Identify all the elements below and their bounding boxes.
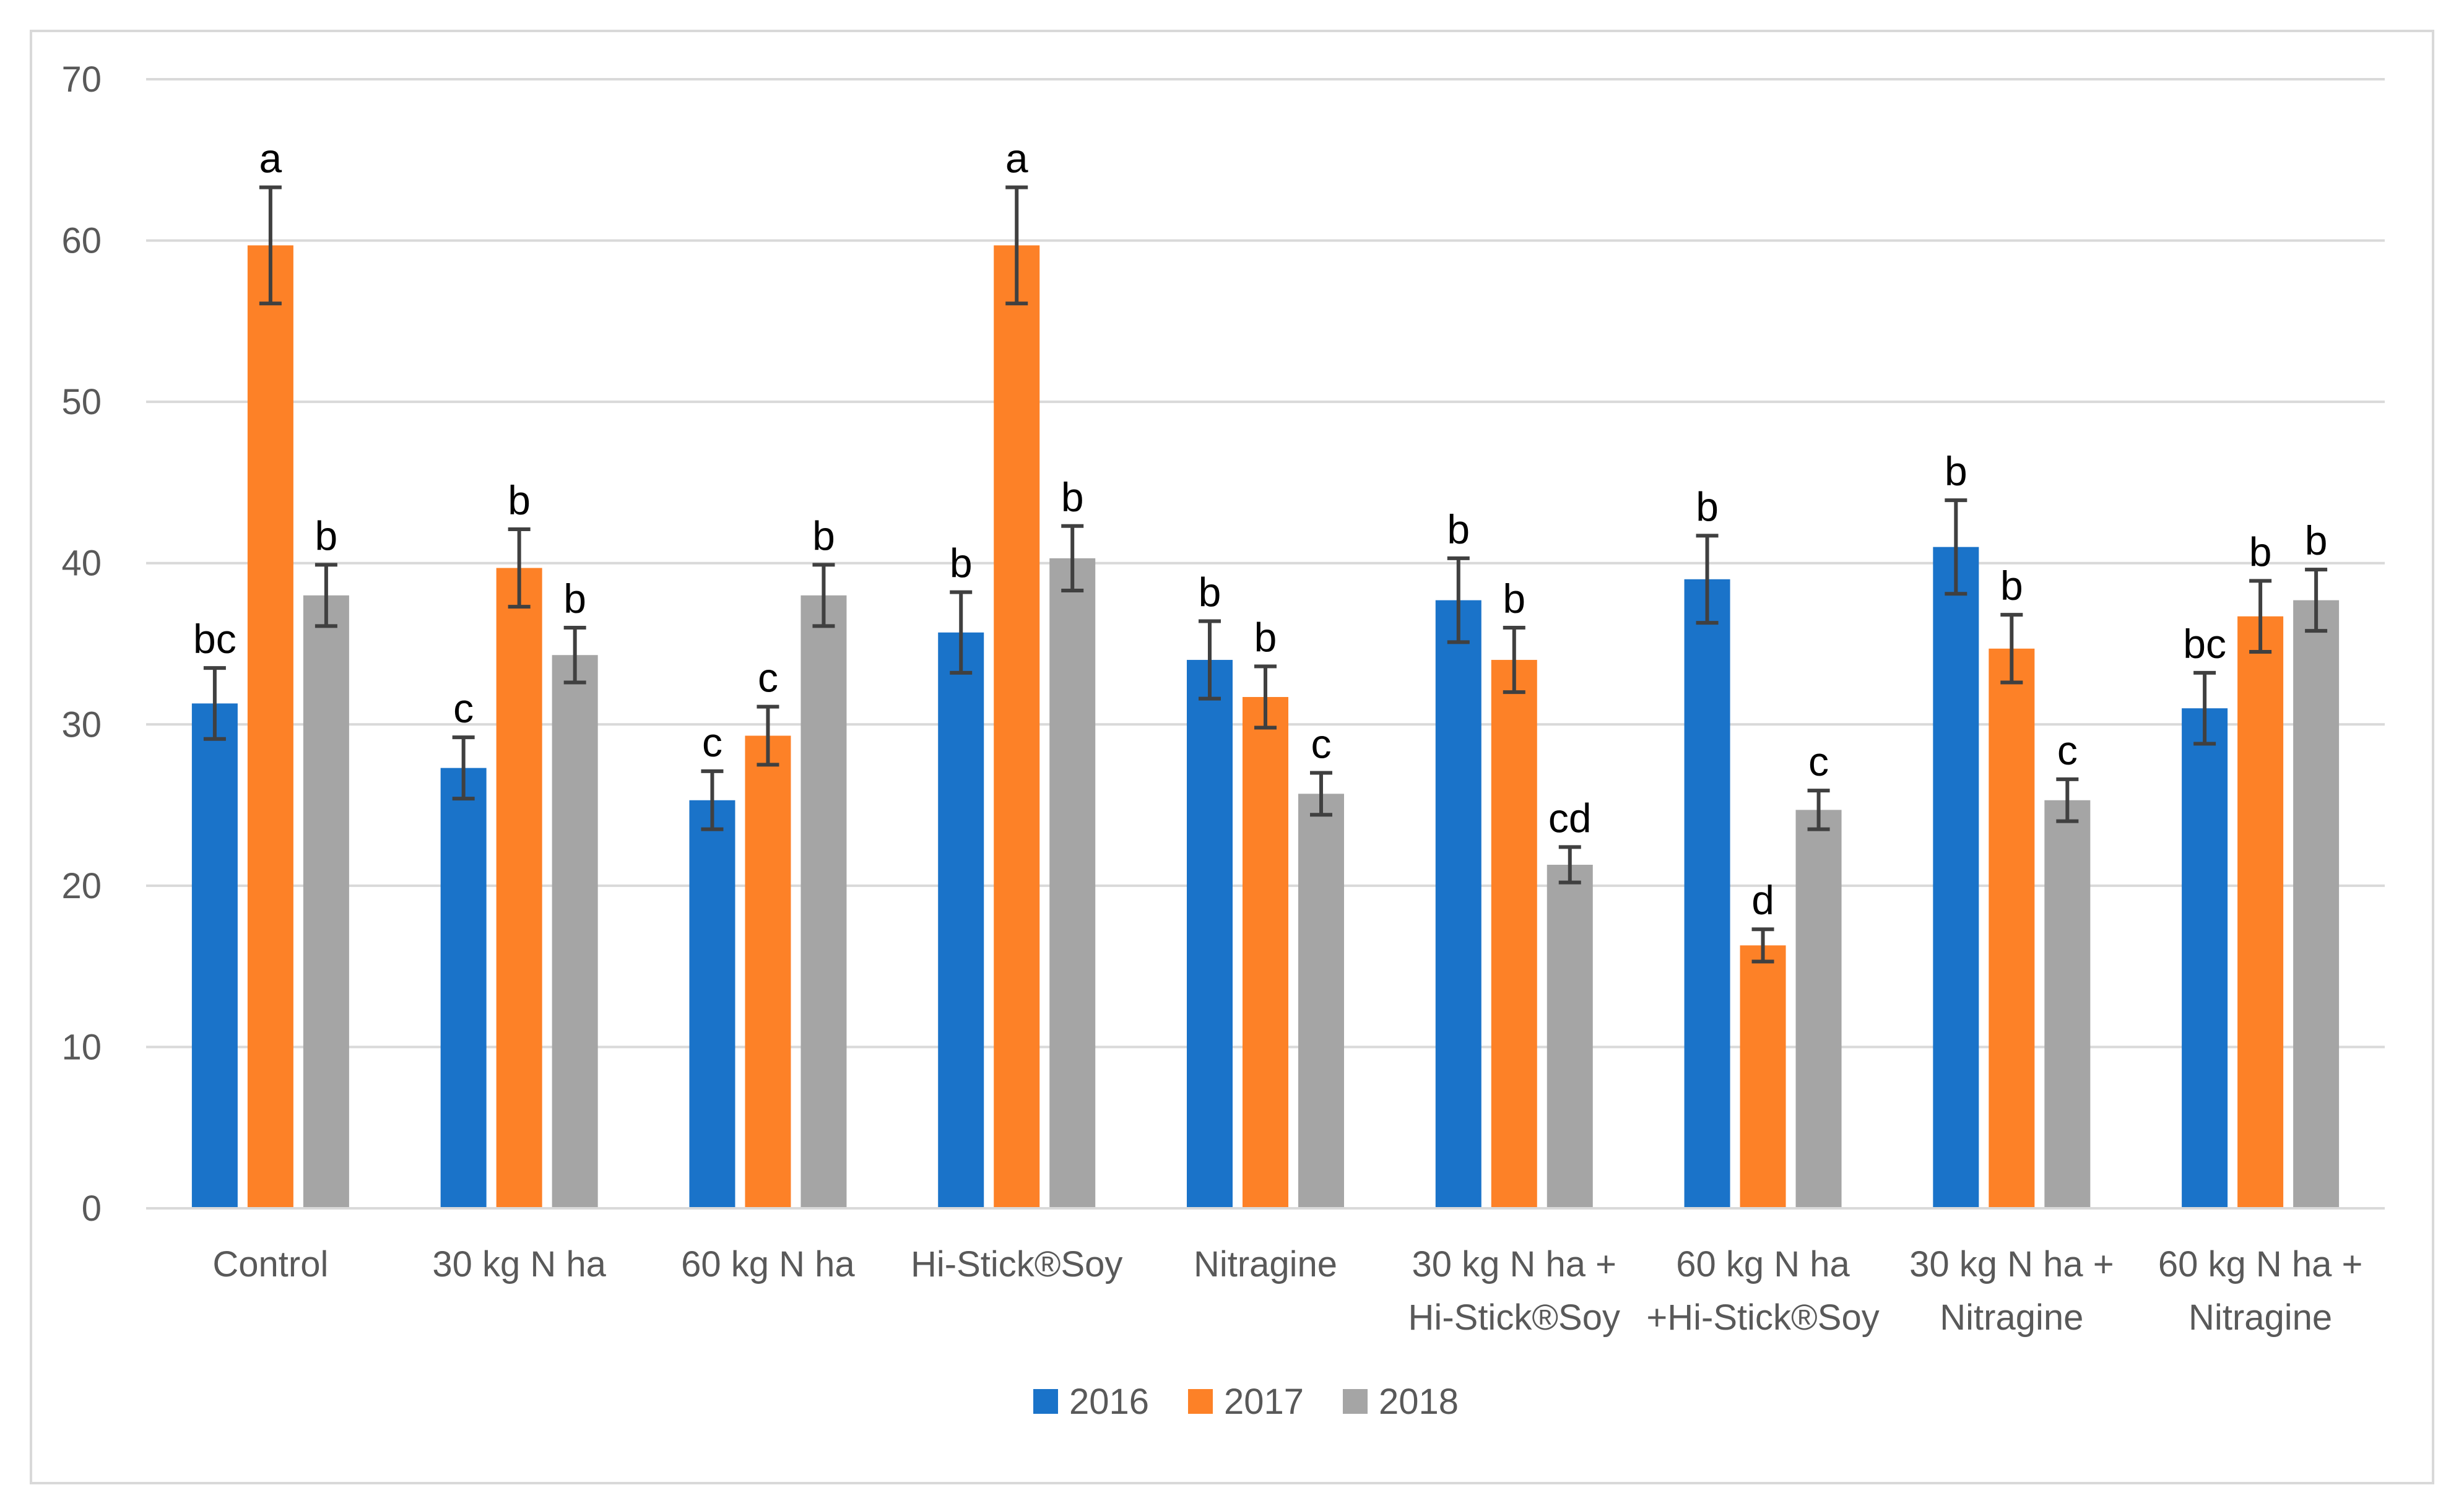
- significance-letter: bc: [2183, 621, 2226, 667]
- bar-2016-2: [440, 768, 487, 1208]
- y-tick-label: 0: [82, 1188, 102, 1229]
- significance-letter: b: [315, 513, 338, 558]
- significance-letter: b: [950, 540, 973, 586]
- x-category-label: Hi-Stick®Soy: [911, 1244, 1122, 1284]
- bar-2018-5: [1298, 794, 1344, 1208]
- legend: 2016 2017 2018: [1033, 1382, 1459, 1422]
- y-tick-label: 20: [61, 866, 102, 906]
- x-category-label: Nitragine: [1194, 1244, 1337, 1284]
- x-category-label: 60 kg N ha: [1676, 1244, 1850, 1284]
- x-axis: Control 30 kg N ha 60 kg N ha Hi-Stick®Soy N…: [146, 1207, 2385, 1338]
- legend-label-2016: 2016: [1069, 1382, 1149, 1422]
- significance-letter: c: [702, 719, 722, 765]
- significance-letter: bc: [193, 616, 236, 662]
- significance-letter: b: [2000, 563, 2023, 608]
- significance-letter: c: [2057, 727, 2078, 773]
- bar-2017-7: [1740, 945, 1786, 1208]
- y-tick-label: 60: [61, 221, 102, 261]
- x-category-label: 30 kg N ha +: [1909, 1244, 2114, 1284]
- significance-letter: cd: [1548, 795, 1592, 841]
- significance-letter: b: [1945, 448, 1967, 494]
- bar-2018-4: [1049, 558, 1096, 1208]
- significance-letter: c: [453, 685, 474, 731]
- x-category-label: Nitragine: [2189, 1297, 2332, 1338]
- y-tick-label: 30: [61, 704, 102, 745]
- significance-letter: c: [758, 655, 778, 701]
- significance-letter: b: [2305, 517, 2328, 563]
- bar-2016-4: [938, 632, 984, 1208]
- bar-2016-5: [1187, 660, 1233, 1208]
- bar-2016-8: [1933, 547, 1979, 1208]
- bar-2017-6: [1491, 660, 1537, 1208]
- significance-letter: b: [1061, 474, 1084, 520]
- x-category-label: Control: [212, 1244, 328, 1284]
- bar-2018-6: [1547, 864, 1593, 1208]
- x-category-label: Hi-Stick®Soy: [1408, 1297, 1620, 1338]
- significance-letter: b: [1199, 569, 1221, 615]
- y-tick-label: 50: [61, 382, 102, 422]
- bar-2017-8: [1989, 648, 2035, 1208]
- bar-2017-9: [2237, 616, 2284, 1208]
- bar-2016-3: [689, 800, 735, 1208]
- x-category-label: Nitragine: [1940, 1297, 2083, 1338]
- significance-letter: b: [1696, 483, 1719, 529]
- significance-letter: a: [259, 136, 282, 181]
- y-tick-label: 10: [61, 1027, 102, 1067]
- legend-label-2017: 2017: [1224, 1382, 1304, 1422]
- y-axis: 0 10 20 30 40 50 60 70: [61, 59, 102, 1229]
- bar-2017-5: [1243, 696, 1288, 1208]
- significance-letter: c: [1808, 738, 1829, 784]
- significance-letter: b: [1254, 614, 1277, 660]
- bar-2017-2: [496, 568, 542, 1208]
- bar-2018-1: [303, 595, 349, 1208]
- legend-swatch-2017: [1188, 1389, 1213, 1414]
- legend-swatch-2016: [1033, 1389, 1058, 1414]
- bar-2018-2: [552, 655, 598, 1208]
- y-tick-label: 40: [61, 543, 102, 584]
- x-category-label: 30 kg N ha +: [1412, 1244, 1617, 1284]
- bar-2016-9: [2182, 708, 2228, 1208]
- bar-2018-3: [800, 595, 847, 1208]
- bar-2017-3: [745, 735, 791, 1208]
- bar-2016-6: [1435, 600, 1481, 1208]
- significance-letter: c: [1311, 721, 1332, 766]
- significance-letter: b: [563, 576, 586, 621]
- x-category-label: 30 kg N ha: [432, 1244, 606, 1284]
- y-tick-label: 70: [61, 59, 102, 100]
- bar-2018-7: [1795, 810, 1842, 1208]
- significance-letter: b: [812, 513, 835, 558]
- significance-letter: b: [1447, 506, 1470, 552]
- bar-2016-1: [191, 703, 238, 1208]
- bar-2017-1: [247, 245, 293, 1209]
- bar-2018-8: [2044, 800, 2091, 1208]
- x-category-label: 60 kg N ha: [681, 1244, 855, 1284]
- legend-swatch-2018: [1343, 1389, 1368, 1414]
- bar-2018-9: [2293, 600, 2340, 1208]
- x-category-label: 60 kg N ha +: [2158, 1244, 2363, 1284]
- x-category-label: +Hi-Stick®Soy: [1646, 1297, 1879, 1338]
- significance-letter: b: [1503, 576, 1525, 621]
- legend-label-2018: 2018: [1379, 1382, 1459, 1422]
- significance-letter: b: [508, 477, 531, 523]
- significance-letter: a: [1005, 136, 1028, 181]
- bar-2016-7: [1684, 579, 1730, 1208]
- significance-letter: b: [2249, 529, 2272, 574]
- significance-letter: d: [1751, 877, 1774, 923]
- bar-2017-4: [994, 245, 1040, 1209]
